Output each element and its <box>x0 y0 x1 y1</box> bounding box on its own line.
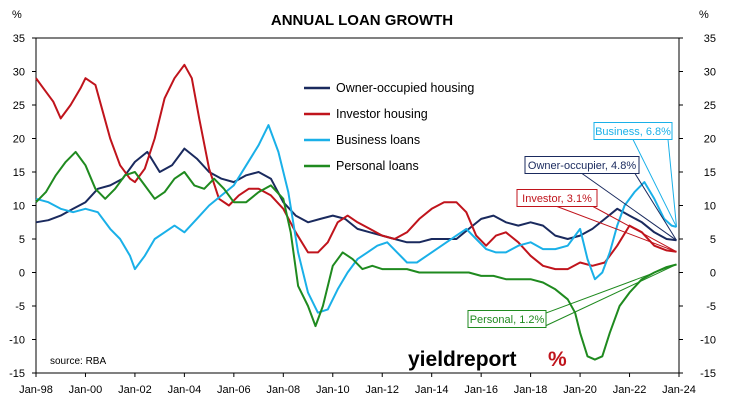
x-axis: Jan-98 Jan-00 Jan-02 Jan-04 Jan-06 Jan-08 Jan-… <box>19 373 696 396</box>
chart-title: ANNUAL LOAN GROWTH <box>271 12 453 29</box>
x-tick-label: Jan-00 <box>69 384 103 396</box>
y-tick-right: 0 <box>710 268 716 280</box>
x-tick-label: Jan-08 <box>266 384 300 396</box>
callout-label: Business, 6.8% <box>595 126 671 138</box>
callout-label: Owner-occupier, 4.8% <box>528 160 636 172</box>
series-owner-occupied-housing-line <box>35 147 677 244</box>
callout-label: Personal, 1.2% <box>470 314 545 326</box>
y-tick-left: 0 <box>19 268 25 280</box>
series-business-loans-line <box>35 124 677 314</box>
x-tick-label: Jan-04 <box>168 384 202 396</box>
callout-leader <box>541 264 677 328</box>
callout-box <box>524 156 640 174</box>
x-tick-label: Jan-22 <box>613 384 647 396</box>
yieldreport-logo: yieldreport % <box>408 348 567 371</box>
legend: Owner-occupied housing Investor housing Bu… <box>304 81 474 173</box>
y-tick-right: 20 <box>704 134 716 146</box>
y-tick-right: 5 <box>710 234 716 246</box>
brand-name: yieldreport <box>408 348 517 371</box>
x-tick-label: Jan-18 <box>514 384 548 396</box>
x-tick-label: Jan-02 <box>118 384 152 396</box>
y-tick-left: 5 <box>19 234 25 246</box>
y-tick-left: 35 <box>13 33 25 45</box>
x-tick-label: Jan-20 <box>563 384 597 396</box>
callout-leader <box>556 206 677 253</box>
callouts: Business, 6.8% Owner-occupier, 4.8% Invest… <box>467 122 678 328</box>
x-tick-label: Jan-98 <box>19 384 53 396</box>
x-tick-label: Jan-10 <box>316 384 350 396</box>
right-unit-label: % <box>699 9 709 21</box>
series-investor-housing-line <box>35 63 677 271</box>
x-tick-label: Jan-12 <box>365 384 399 396</box>
y-tick-left: -10 <box>9 335 25 347</box>
callout-box <box>467 310 547 328</box>
y-tick-left: 10 <box>13 201 25 213</box>
legend-label: Personal loans <box>336 159 419 173</box>
y-tick-left: 20 <box>13 134 25 146</box>
x-tick-label: Jan-24 <box>662 384 696 396</box>
callout-leader <box>632 139 677 228</box>
callout-leader <box>581 173 677 241</box>
y-tick-left: -5 <box>15 301 25 313</box>
series-personal-loans-line <box>35 150 677 361</box>
callout-box <box>593 122 673 140</box>
brand-percent: % <box>548 348 567 371</box>
y-tick-right: -5 <box>706 301 716 313</box>
callout-leader <box>667 139 678 227</box>
y-tick-right: 15 <box>704 167 716 179</box>
y-tick-left: 25 <box>13 100 25 112</box>
x-tick-label: Jan-14 <box>415 384 449 396</box>
y-axis-right: 35 30 25 20 15 10 5 0 -5 -10 -15 <box>679 33 716 380</box>
left-unit-label: % <box>12 9 22 21</box>
callout-leader <box>592 206 677 253</box>
y-tick-right: -15 <box>700 368 716 380</box>
y-tick-left: 15 <box>13 167 25 179</box>
y-tick-right: 35 <box>704 33 716 45</box>
callout-box <box>516 189 598 207</box>
y-tick-left: -15 <box>9 368 25 380</box>
legend-label: Owner-occupied housing <box>336 81 474 95</box>
legend-label: Investor housing <box>336 107 428 121</box>
y-tick-right: -10 <box>700 335 716 347</box>
y-tick-right: 30 <box>704 67 716 79</box>
x-tick-label: Jan-16 <box>464 384 498 396</box>
y-tick-left: 30 <box>13 67 25 79</box>
y-axis-left: 35 30 25 20 15 10 5 0 -5 -10 -15 <box>9 33 36 380</box>
callout-label: Investor, 3.1% <box>522 193 592 205</box>
callout-leader <box>634 173 677 241</box>
y-tick-right: 10 <box>704 201 716 213</box>
series-lines <box>35 63 677 361</box>
x-tick-label: Jan-06 <box>217 384 251 396</box>
y-tick-right: 25 <box>704 100 716 112</box>
legend-label: Business loans <box>336 133 420 147</box>
source-note: source: RBA <box>50 356 106 367</box>
